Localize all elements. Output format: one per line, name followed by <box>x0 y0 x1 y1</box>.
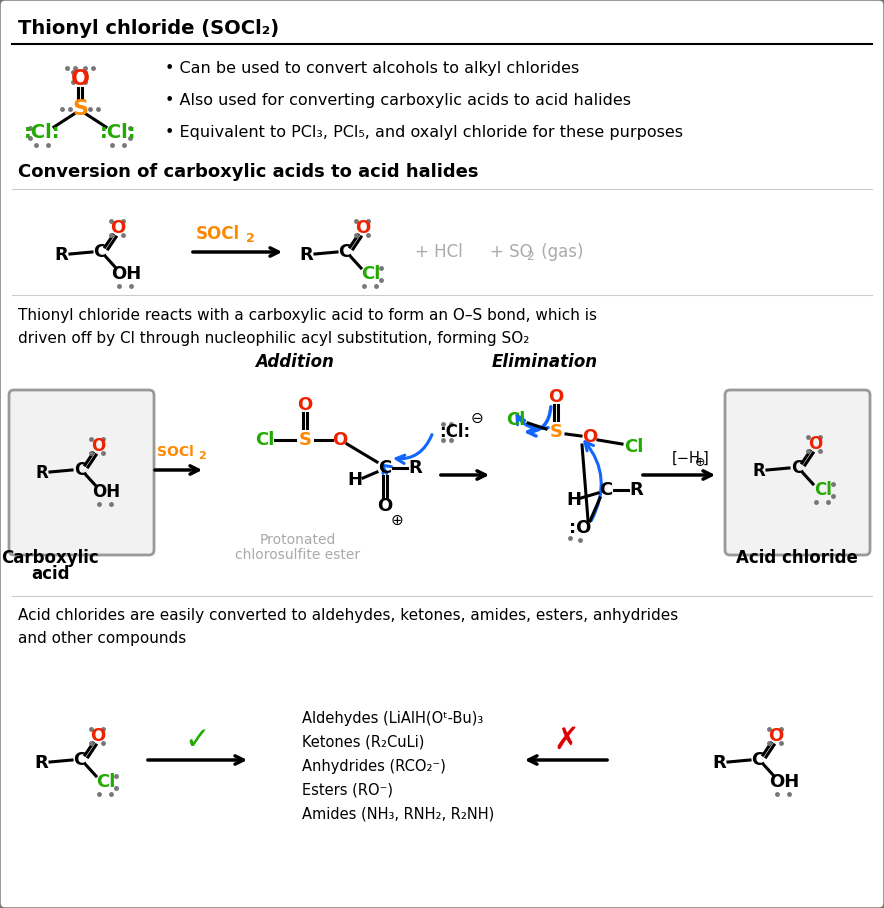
Text: C: C <box>94 243 107 261</box>
Text: O: O <box>332 431 347 449</box>
Text: 2: 2 <box>526 250 534 262</box>
Text: R: R <box>54 246 68 264</box>
Text: • Also used for converting carboxylic acids to acid halides: • Also used for converting carboxylic ac… <box>165 93 631 107</box>
Text: Cl: Cl <box>507 411 526 429</box>
Text: O: O <box>377 497 392 515</box>
FancyBboxPatch shape <box>725 390 870 555</box>
Text: ⊕: ⊕ <box>391 512 403 528</box>
Text: C: C <box>339 243 352 261</box>
Text: SOCl: SOCl <box>156 445 194 459</box>
Text: C: C <box>791 459 804 477</box>
Text: R: R <box>408 459 422 477</box>
Text: O: O <box>355 219 370 237</box>
Text: SOCl: SOCl <box>196 225 240 243</box>
Text: Cl: Cl <box>255 431 275 449</box>
Text: • Equivalent to PCl₃, PCl₅, and oxalyl chloride for these purposes: • Equivalent to PCl₃, PCl₅, and oxalyl c… <box>165 124 683 140</box>
Text: R: R <box>300 246 313 264</box>
Text: S: S <box>72 99 88 119</box>
Text: Anhydrides (RCO₂⁻): Anhydrides (RCO₂⁻) <box>302 758 446 774</box>
Text: • Can be used to convert alcohols to alkyl chlorides: • Can be used to convert alcohols to alk… <box>165 61 579 75</box>
Text: O: O <box>297 396 313 414</box>
Text: acid: acid <box>31 565 69 583</box>
Text: Protonated: Protonated <box>260 533 336 547</box>
Text: S: S <box>299 431 311 449</box>
Text: 2: 2 <box>246 232 255 244</box>
Text: Cl: Cl <box>814 481 832 499</box>
Text: H: H <box>567 491 582 509</box>
Text: O: O <box>91 437 105 455</box>
Text: O: O <box>768 727 783 745</box>
Text: Ketones (R₂CuLi): Ketones (R₂CuLi) <box>302 735 424 749</box>
Text: Acid chlorides are easily converted to aldehydes, ketones, amides, esters, anhyd: Acid chlorides are easily converted to a… <box>18 608 678 646</box>
Text: ⊕: ⊕ <box>695 457 705 469</box>
Text: R: R <box>34 754 48 772</box>
Text: OH: OH <box>110 265 141 283</box>
Text: Cl: Cl <box>624 438 644 456</box>
FancyBboxPatch shape <box>9 390 154 555</box>
Text: R: R <box>752 462 765 480</box>
Text: O: O <box>110 219 126 237</box>
Text: :Cl:: :Cl: <box>439 423 470 441</box>
Text: H: H <box>347 471 362 489</box>
Text: O: O <box>90 727 105 745</box>
Text: Esters (RO⁻): Esters (RO⁻) <box>302 783 393 797</box>
Text: ✗: ✗ <box>553 725 579 755</box>
Text: chlorosulfite ester: chlorosulfite ester <box>235 548 361 562</box>
Text: ]: ] <box>703 450 709 466</box>
Text: Thionyl chloride (SOCl₂): Thionyl chloride (SOCl₂) <box>18 18 279 37</box>
Text: ✓: ✓ <box>184 725 210 755</box>
Text: + HCl: + HCl <box>415 243 462 261</box>
Text: Carboxylic: Carboxylic <box>1 549 99 567</box>
Text: C: C <box>74 461 86 479</box>
Text: ⊖: ⊖ <box>470 410 484 426</box>
Text: C: C <box>599 481 613 499</box>
Text: R: R <box>35 464 48 482</box>
Text: C: C <box>73 751 87 769</box>
Text: :O: :O <box>568 519 591 537</box>
Text: O: O <box>548 388 564 406</box>
Text: OH: OH <box>92 483 120 501</box>
Text: C: C <box>378 459 392 477</box>
Text: (gas): (gas) <box>536 243 583 261</box>
Text: Addition: Addition <box>255 353 334 371</box>
Text: Elimination: Elimination <box>492 353 598 371</box>
Text: Cl: Cl <box>96 773 116 791</box>
Text: Cl: Cl <box>362 265 381 283</box>
Text: R: R <box>629 481 643 499</box>
Text: Amides (NH₃, RNH₂, R₂NH): Amides (NH₃, RNH₂, R₂NH) <box>302 806 494 822</box>
Text: Conversion of carboxylic acids to acid halides: Conversion of carboxylic acids to acid h… <box>18 163 478 181</box>
Text: :Cl:: :Cl: <box>100 123 136 143</box>
Text: Acid chloride: Acid chloride <box>736 549 858 567</box>
Text: 2: 2 <box>198 451 206 461</box>
Text: OH: OH <box>769 773 799 791</box>
Text: + SO: + SO <box>490 243 533 261</box>
Text: O: O <box>583 428 598 446</box>
Text: O: O <box>808 435 822 453</box>
Text: S: S <box>550 423 562 441</box>
Text: C: C <box>751 751 765 769</box>
Text: O: O <box>71 69 89 89</box>
Text: [−H: [−H <box>672 450 701 466</box>
Text: R: R <box>713 754 726 772</box>
Text: Thionyl chloride reacts with a carboxylic acid to form an O–S bond, which is
dri: Thionyl chloride reacts with a carboxyli… <box>18 308 597 346</box>
Text: :Cl:: :Cl: <box>24 123 60 143</box>
Text: Aldehydes (LiAlH(Oᵗ-Bu)₃: Aldehydes (LiAlH(Oᵗ-Bu)₃ <box>302 710 484 725</box>
